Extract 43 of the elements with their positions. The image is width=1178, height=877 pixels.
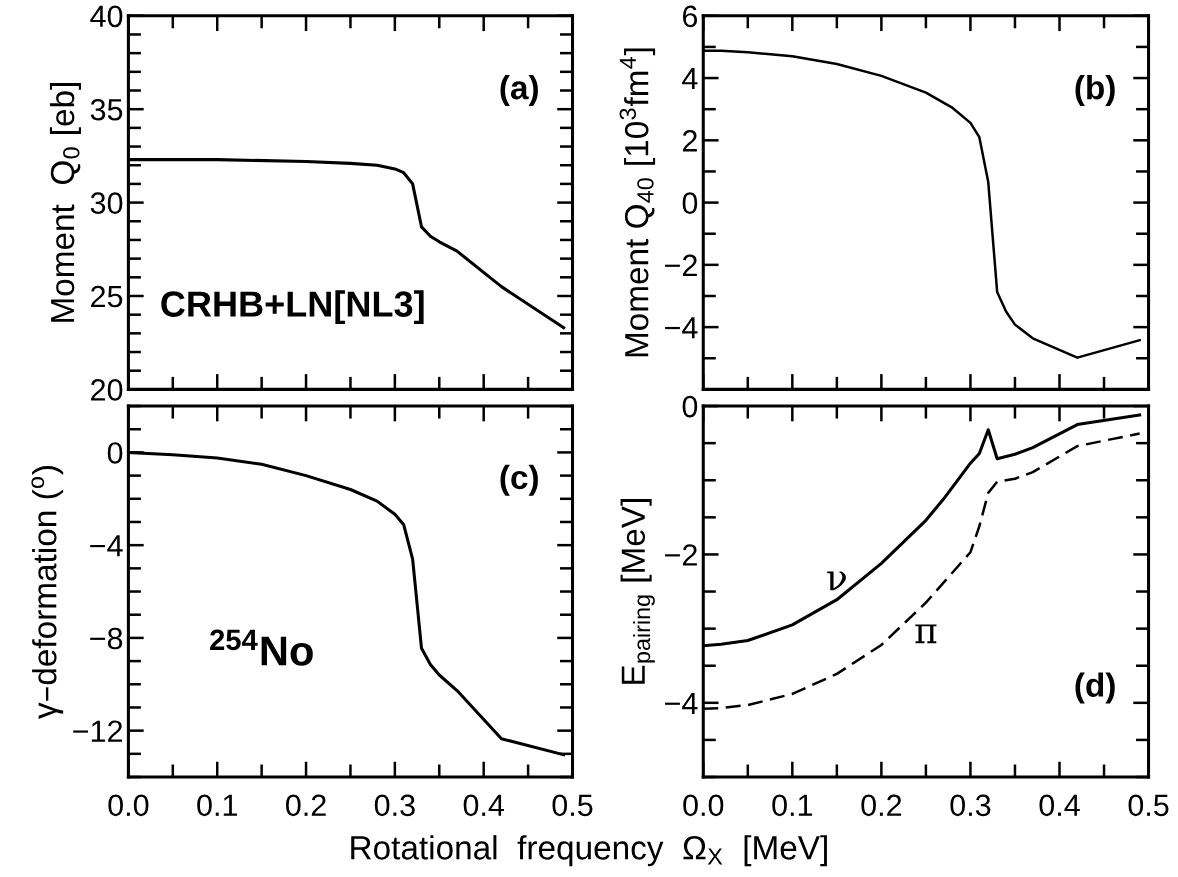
x-tick-label: 0.4: [463, 794, 505, 817]
y-tick-label: 4: [682, 68, 698, 90]
y-tick-label: 35: [90, 98, 123, 121]
annotation: (b): [1075, 74, 1115, 107]
y-tick-label: 6: [682, 5, 698, 28]
y-tick-label: 0: [682, 395, 698, 418]
y-axis-title: γ–deformation ($^{o}$): [31, 466, 64, 719]
x-tick-label: 0.0: [108, 794, 149, 817]
y-tick-label: 20: [91, 379, 123, 401]
x-tick-label: 0.1: [197, 794, 237, 817]
x-tick-label: 0.2: [286, 794, 326, 817]
x-tick-label: 0.5: [1128, 794, 1169, 817]
series-label: ν: [827, 571, 846, 591]
y-tick-label: −4: [665, 317, 698, 339]
x-tick-label: 0.2: [861, 794, 902, 817]
y-tick-label: 30: [90, 192, 123, 214]
y-tick-label: −4: [665, 692, 698, 714]
y-tick-label: 2: [682, 130, 697, 152]
y-tick-label: −2: [665, 254, 697, 276]
annotation: (d): [1075, 672, 1115, 704]
y-axis-title: E$_{pairing}$ [MeV]: [620, 499, 655, 684]
annotation: (c): [500, 464, 538, 496]
series-label: π: [915, 624, 937, 644]
annotation: (a): [500, 74, 538, 107]
x-axis-title: Rotational frequency Ω$_{X}$ [MeV]: [351, 835, 827, 867]
y-tick-label: 0: [107, 442, 123, 464]
y-tick-label: 25: [91, 285, 123, 308]
y-tick-label: −12: [73, 720, 123, 742]
y-tick-label: 0: [682, 192, 698, 214]
y-axis-title: Moment Q$_{0}$ [eb]: [49, 83, 81, 322]
y-axis-title: Moment Q$_{40}$ [10$^{3}$fm$^{4}$]: [619, 48, 656, 357]
x-tick-label: 0.0: [683, 794, 724, 817]
x-tick-label: 0.4: [1039, 794, 1080, 817]
x-tick-label: 0.1: [772, 794, 813, 817]
y-tick-label: −4: [90, 535, 123, 557]
y-tick-label: −2: [665, 544, 697, 566]
y-tick-label: −8: [90, 627, 123, 650]
annotation: CRHB+LN[NL3]: [161, 290, 424, 325]
annotation: $^{254}$No: [210, 629, 313, 666]
x-tick-label: 0.3: [374, 794, 415, 817]
y-tick-label: 40: [90, 5, 123, 28]
x-tick-label: 0.3: [950, 794, 991, 817]
x-tick-label: 0.5: [552, 794, 593, 817]
